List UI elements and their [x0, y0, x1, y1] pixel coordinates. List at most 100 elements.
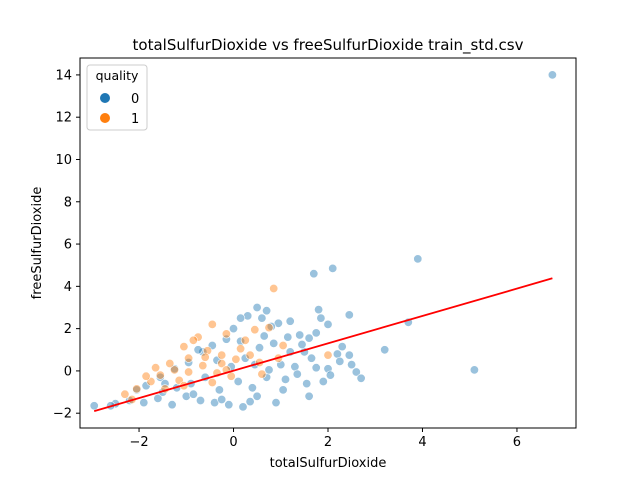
data-point-series-0 — [259, 331, 269, 341]
data-point-series-1 — [170, 365, 180, 375]
points-layer — [89, 70, 557, 412]
data-point-series-1 — [257, 369, 267, 379]
data-point-series-0 — [325, 370, 335, 380]
x-axis: −2 0 2 4 6 — [129, 428, 521, 450]
data-point-series-0 — [347, 360, 357, 370]
data-point-series-0 — [344, 310, 354, 320]
data-point-series-0 — [304, 391, 314, 401]
data-point-series-0 — [255, 343, 265, 353]
data-point-series-1 — [200, 352, 210, 362]
data-point-series-0 — [247, 383, 257, 393]
data-point-series-0 — [243, 311, 253, 321]
data-point-series-0 — [240, 353, 250, 363]
data-point-series-1 — [179, 342, 189, 352]
y-tick-label: 0 — [64, 364, 72, 379]
data-point-series-0 — [316, 313, 326, 323]
legend-marker-0 — [100, 93, 110, 103]
data-point-series-1 — [207, 377, 217, 387]
data-point-series-1 — [250, 325, 260, 335]
data-point-series-0 — [257, 313, 267, 323]
data-point-series-0 — [332, 349, 342, 359]
data-point-series-0 — [356, 373, 366, 383]
data-point-series-0 — [181, 391, 191, 401]
data-point-series-0 — [233, 376, 243, 386]
data-point-series-1 — [184, 367, 194, 377]
y-tick-label: 10 — [55, 153, 72, 168]
data-point-series-1 — [188, 335, 198, 345]
y-tick-label: −2 — [53, 407, 72, 422]
x-tick-label: −2 — [129, 435, 148, 450]
data-point-series-0 — [285, 316, 295, 326]
x-axis-label: totalSulfurDioxide — [270, 456, 387, 471]
data-point-series-1 — [198, 361, 208, 371]
chart-title: totalSulfurDioxide vs freeSulfurDioxide … — [133, 36, 524, 55]
data-point-series-0 — [269, 338, 279, 348]
data-point-series-1 — [207, 319, 217, 329]
data-point-series-0 — [229, 324, 239, 334]
data-point-series-1 — [269, 283, 279, 293]
data-point-series-0 — [262, 306, 272, 316]
data-point-series-0 — [252, 302, 262, 312]
regression-line-layer — [93, 277, 553, 412]
data-point-series-0 — [304, 333, 314, 343]
data-point-series-0 — [283, 332, 293, 342]
data-point-series-1 — [165, 358, 175, 368]
data-point-series-1 — [323, 350, 333, 360]
data-point-series-1 — [217, 350, 227, 360]
data-point-series-1 — [155, 370, 165, 380]
legend-title: quality — [96, 68, 139, 83]
data-point-series-0 — [153, 393, 163, 403]
data-point-series-0 — [264, 365, 274, 375]
y-axis-label: freeSulfurDioxide — [30, 187, 45, 300]
data-point-series-1 — [264, 323, 274, 333]
data-point-series-0 — [160, 379, 170, 389]
data-point-series-0 — [337, 342, 347, 352]
x-tick-label: 4 — [418, 435, 426, 450]
data-point-series-1 — [217, 358, 227, 368]
data-point-series-0 — [217, 394, 227, 404]
data-point-series-1 — [221, 329, 231, 339]
data-point-series-1 — [174, 375, 184, 385]
legend-label-0: 0 — [131, 92, 139, 107]
data-point-series-1 — [151, 363, 161, 373]
data-point-series-1 — [141, 371, 151, 381]
data-point-series-1 — [278, 340, 288, 350]
legend-marker-1 — [100, 113, 110, 123]
data-point-series-0 — [547, 70, 557, 80]
legend-label-1: 1 — [131, 112, 139, 127]
regression-line — [93, 277, 553, 412]
data-point-series-0 — [351, 367, 361, 377]
data-point-series-0 — [314, 305, 324, 315]
data-point-series-0 — [196, 395, 206, 405]
data-point-series-0 — [214, 385, 224, 395]
legend: quality 0 1 — [86, 64, 148, 131]
data-point-series-0 — [167, 400, 177, 410]
data-point-series-0 — [271, 398, 281, 408]
y-tick-label: 12 — [55, 111, 72, 126]
data-point-series-0 — [280, 374, 290, 384]
data-point-series-0 — [309, 269, 319, 279]
y-tick-label: 4 — [64, 280, 72, 295]
data-point-series-0 — [318, 376, 328, 386]
data-point-series-0 — [188, 389, 198, 399]
data-point-series-0 — [155, 372, 165, 382]
data-point-series-0 — [302, 379, 312, 389]
data-point-series-0 — [245, 397, 255, 407]
data-point-series-1 — [240, 335, 250, 345]
data-point-series-0 — [266, 321, 276, 331]
data-point-series-0 — [238, 402, 248, 412]
data-point-series-1 — [193, 332, 203, 342]
data-point-series-0 — [469, 365, 479, 375]
data-point-series-0 — [278, 385, 288, 395]
data-point-series-0 — [311, 328, 321, 338]
data-point-series-1 — [236, 344, 246, 354]
data-point-series-0 — [221, 334, 231, 344]
data-point-series-0 — [290, 362, 300, 372]
x-tick-label: 0 — [229, 435, 237, 450]
data-point-series-0 — [328, 263, 338, 273]
data-point-series-0 — [212, 355, 222, 365]
data-point-series-0 — [262, 372, 272, 382]
data-point-series-1 — [231, 354, 241, 364]
data-point-series-0 — [139, 398, 149, 408]
